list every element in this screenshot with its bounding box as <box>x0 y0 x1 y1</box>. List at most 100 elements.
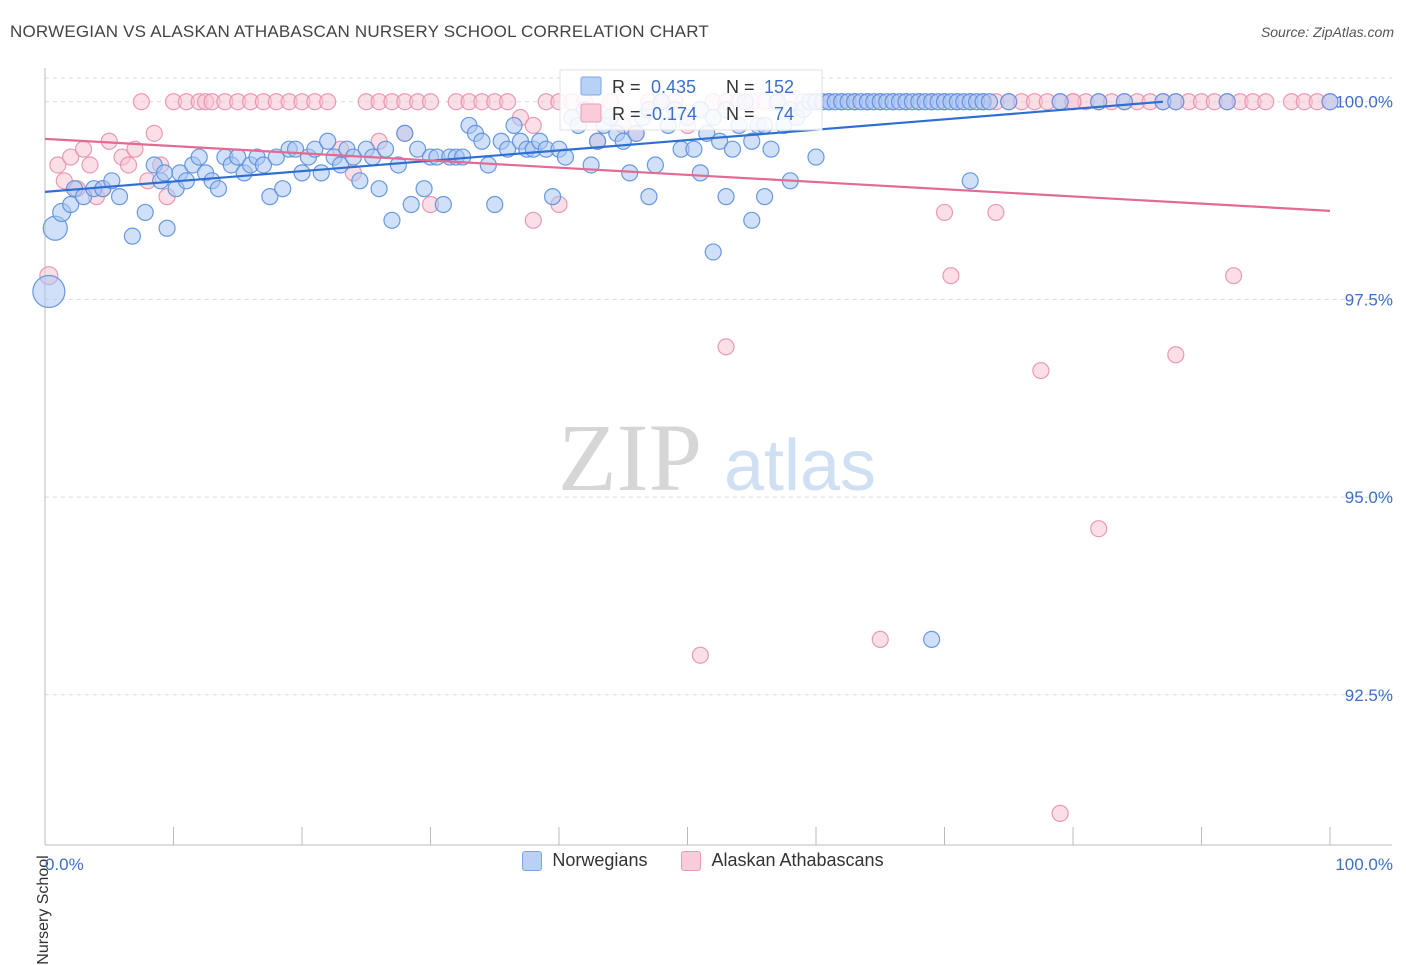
data-point <box>685 140 703 158</box>
data-point <box>543 188 562 206</box>
trend-line-pink <box>44 137 1331 212</box>
data-point <box>254 156 273 174</box>
bottom-legend: Norwegians Alaskan Athabascans <box>0 850 1406 871</box>
data-point <box>319 93 337 111</box>
data-point <box>123 227 141 245</box>
data-point <box>1115 93 1134 111</box>
data-point <box>402 195 420 214</box>
data-point <box>1032 361 1050 380</box>
data-point <box>119 156 138 174</box>
scatter-plot: ZIP atlas 100.0%97.5%95.0%92.5%0.0% 100.0… <box>32 68 1393 874</box>
data-point <box>717 188 735 206</box>
legend-blue-r-label: R = <box>612 77 641 97</box>
data-point <box>473 132 491 150</box>
legend-item-alaskan-athabascans[interactable]: Alaskan Athabascans <box>681 850 884 871</box>
data-point <box>807 148 825 166</box>
data-point <box>717 338 735 356</box>
data-point <box>434 195 452 214</box>
x-tick-label-right: 100.0% <box>1335 855 1393 874</box>
data-point <box>961 172 979 190</box>
data-point <box>396 124 414 142</box>
data-point <box>1051 93 1069 111</box>
data-point <box>1257 93 1275 111</box>
x-tick-label-left: 0.0% <box>45 855 84 874</box>
data-point <box>145 124 163 142</box>
data-point <box>980 93 999 111</box>
data-point <box>755 188 774 206</box>
data-point <box>556 148 575 166</box>
y-tick-label: 95.0% <box>1345 488 1393 507</box>
data-point <box>383 211 401 229</box>
legend-swatch-pink <box>681 850 702 871</box>
data-point <box>155 164 174 182</box>
data-point <box>1321 93 1339 111</box>
data-point <box>640 188 658 206</box>
data-point <box>1225 267 1243 285</box>
legend-box: R = 0.435 N = 152 R = -0.174 N = 74 <box>559 69 823 131</box>
data-point <box>1218 93 1236 111</box>
data-point <box>871 630 889 649</box>
y-tick-label: 92.5% <box>1345 686 1393 705</box>
legend-blue-n-label: N = <box>726 77 755 97</box>
data-point <box>646 156 664 174</box>
data-point <box>691 164 709 182</box>
data-point <box>723 140 742 158</box>
data-point <box>132 93 150 111</box>
data-point <box>1000 93 1018 111</box>
data-point <box>486 195 504 214</box>
source-label: Source: ZipAtlas.com <box>1260 24 1394 40</box>
data-point <box>743 132 761 150</box>
data-point <box>409 140 427 158</box>
data-point <box>743 211 761 229</box>
watermark: ZIP atlas <box>558 404 876 511</box>
legend-pink-n-value: 74 <box>774 104 794 124</box>
data-point <box>987 203 1005 222</box>
data-point <box>261 188 279 206</box>
trend-line-blue <box>44 100 1164 193</box>
data-point <box>524 211 542 229</box>
legend-label-norwegians: Norwegians <box>552 850 648 870</box>
legend-label-alaskan-athabascans: Alaskan Athabascans <box>711 850 884 870</box>
data-point <box>691 646 709 664</box>
data-point <box>274 180 292 198</box>
data-point <box>319 132 337 150</box>
data-point <box>505 116 523 135</box>
legend-item-norwegians[interactable]: Norwegians <box>522 850 647 871</box>
data-point <box>62 148 80 166</box>
data-point <box>62 195 80 214</box>
data-point <box>293 164 311 182</box>
data-point <box>136 203 154 222</box>
data-point <box>32 274 66 309</box>
legend-blue-n-value: 152 <box>764 77 794 97</box>
data-point <box>49 156 67 174</box>
legend-box-pink-swatch <box>580 103 602 123</box>
data-point <box>762 140 780 158</box>
data-point <box>103 172 121 190</box>
data-point <box>421 93 440 111</box>
watermark-zip: ZIP <box>558 404 702 511</box>
data-point <box>499 93 517 111</box>
data-point <box>81 156 99 174</box>
y-tick-label: 100.0% <box>1335 93 1393 112</box>
data-point <box>158 219 176 237</box>
legend-swatch-blue <box>522 850 543 871</box>
legend-pink-r-label: R = <box>612 104 641 124</box>
data-point <box>415 180 433 198</box>
data-point <box>190 148 208 166</box>
data-point <box>74 140 93 158</box>
data-point <box>351 172 369 190</box>
data-point <box>942 267 960 285</box>
trend-lines <box>44 100 1331 212</box>
data-point <box>1051 804 1069 822</box>
data-point <box>110 188 129 206</box>
legend-pink-n-label: N = <box>726 104 755 124</box>
chart-title: NORWEGIAN VS ALASKAN ATHABASCAN NURSERY … <box>10 22 709 41</box>
data-point <box>923 630 941 649</box>
data-point <box>588 132 607 150</box>
data-point <box>1167 93 1185 111</box>
legend-pink-r-value: -0.174 <box>646 104 697 124</box>
data-point <box>524 116 542 135</box>
data-point <box>704 243 722 261</box>
legend-blue-r-value: 0.435 <box>651 77 696 97</box>
watermark-atlas: atlas <box>724 426 876 506</box>
